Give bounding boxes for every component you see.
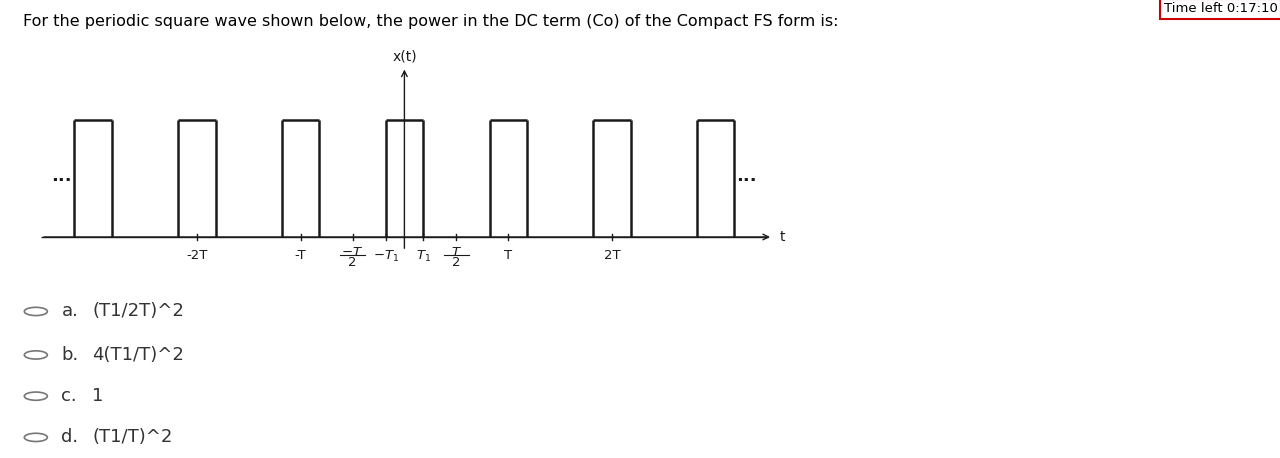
Text: T: T xyxy=(504,249,512,262)
Text: $T$: $T$ xyxy=(451,246,462,259)
Text: (T1/T)^2: (T1/T)^2 xyxy=(92,428,173,447)
Text: b.: b. xyxy=(61,346,78,364)
Text: 2: 2 xyxy=(348,256,357,269)
Text: For the periodic square wave shown below, the power in the DC term (Co) of the C: For the periodic square wave shown below… xyxy=(23,14,838,29)
Text: 2T: 2T xyxy=(604,249,621,262)
Text: 2: 2 xyxy=(452,256,461,269)
Text: (T1/2T)^2: (T1/2T)^2 xyxy=(92,302,184,321)
Text: 1: 1 xyxy=(92,387,104,405)
Text: $-T$: $-T$ xyxy=(342,246,364,259)
Text: t: t xyxy=(780,230,786,244)
Text: ...: ... xyxy=(51,167,72,185)
Text: Time left 0:17:10: Time left 0:17:10 xyxy=(1164,2,1277,15)
Text: -2T: -2T xyxy=(186,249,207,262)
Text: x(t): x(t) xyxy=(392,49,417,63)
Text: 4(T1/T)^2: 4(T1/T)^2 xyxy=(92,346,184,364)
Text: -T: -T xyxy=(294,249,306,262)
Text: a.: a. xyxy=(61,302,78,321)
Text: ...: ... xyxy=(736,167,758,185)
Text: $-T_1$: $-T_1$ xyxy=(372,249,399,264)
Text: $T_1$: $T_1$ xyxy=(416,249,430,264)
Text: d.: d. xyxy=(61,428,78,447)
Text: c.: c. xyxy=(61,387,77,405)
